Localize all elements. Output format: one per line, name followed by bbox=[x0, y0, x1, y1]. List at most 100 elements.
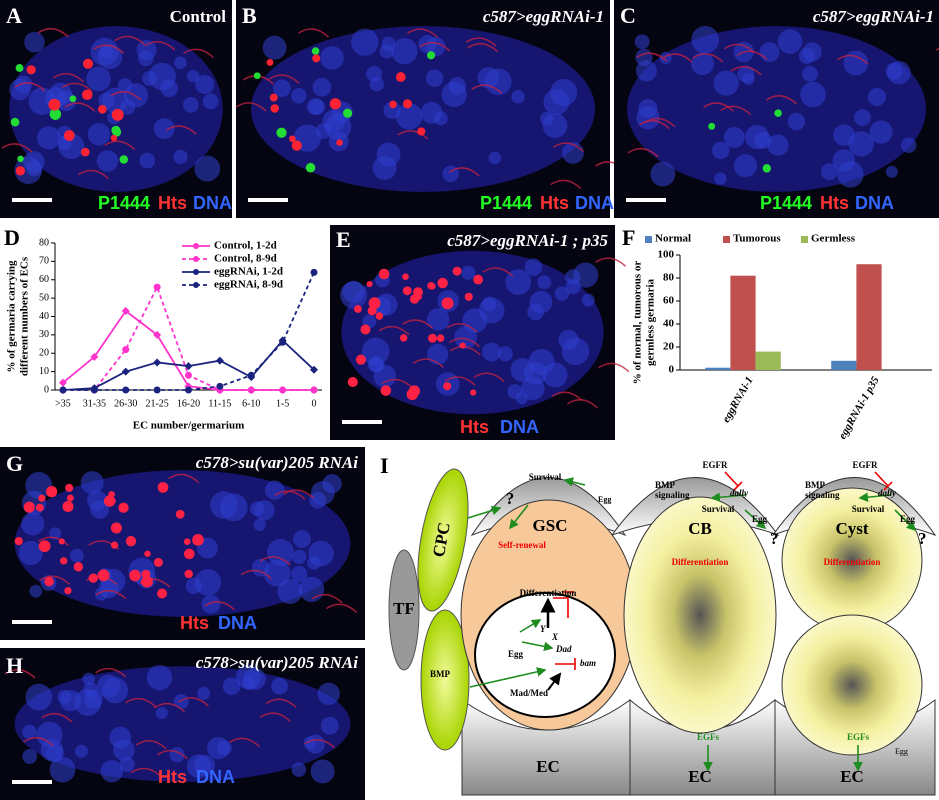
genotype: Control bbox=[170, 7, 227, 26]
legend-swatch bbox=[645, 236, 652, 243]
stain: P1444 bbox=[760, 193, 812, 213]
nucleus bbox=[24, 31, 45, 53]
nucleus bbox=[317, 682, 340, 705]
label: bam bbox=[580, 658, 596, 668]
nucleus bbox=[368, 356, 385, 373]
spot bbox=[157, 482, 169, 493]
legend-label: eggRNAi, 1-2d bbox=[214, 266, 283, 278]
membrane bbox=[552, 142, 584, 152]
membrane bbox=[598, 362, 630, 373]
legend-label: Control, 1-2d bbox=[214, 240, 277, 252]
spot bbox=[112, 127, 122, 137]
nucleus bbox=[426, 307, 450, 331]
spot bbox=[118, 502, 129, 513]
marker bbox=[184, 362, 193, 371]
membrane bbox=[482, 267, 514, 277]
nucleus bbox=[833, 124, 855, 146]
nucleus bbox=[375, 293, 398, 316]
arrows bbox=[467, 477, 917, 772]
nucleus bbox=[565, 279, 581, 295]
membrane bbox=[566, 399, 598, 409]
spot bbox=[49, 108, 62, 120]
spot bbox=[26, 65, 36, 75]
spot bbox=[270, 104, 279, 113]
label: dally bbox=[730, 488, 749, 498]
panel-letter: C bbox=[620, 3, 636, 28]
genotype: c587>eggRNAi-1 bbox=[483, 7, 604, 26]
stain: DNA bbox=[855, 193, 894, 213]
nucleus bbox=[869, 120, 893, 144]
membrane bbox=[326, 603, 358, 614]
spot bbox=[367, 306, 377, 316]
label: signaling bbox=[805, 490, 840, 500]
nucleus bbox=[87, 123, 111, 146]
spot bbox=[427, 281, 435, 290]
nucleus bbox=[650, 161, 676, 187]
nucleus bbox=[197, 686, 211, 700]
panel-texts: A Control P1444 Hts DNA B c587>eggRNAi-1… bbox=[4, 3, 934, 787]
x-tick-label: eggRNAi-1 bbox=[720, 375, 756, 425]
genotype: c578>su(var)205 RNAi bbox=[196, 453, 358, 472]
y-tick-label: 80 bbox=[663, 272, 675, 284]
nucleus bbox=[474, 592, 616, 718]
spot bbox=[291, 140, 302, 151]
membrane bbox=[730, 66, 762, 76]
nucleus bbox=[759, 42, 780, 63]
spot bbox=[141, 569, 151, 579]
legend-label: Tumorous bbox=[733, 233, 781, 245]
scale-bar bbox=[12, 198, 52, 202]
marker bbox=[90, 386, 98, 394]
y-tick-label: 40 bbox=[39, 311, 49, 322]
y-label: % of normal, tumorous or bbox=[632, 261, 644, 385]
nucleus bbox=[22, 724, 37, 740]
membrane bbox=[39, 575, 71, 585]
membrane bbox=[448, 337, 480, 348]
legend-marker bbox=[193, 243, 199, 249]
spot bbox=[73, 562, 84, 572]
panel-letter: E bbox=[336, 227, 351, 252]
spot bbox=[63, 130, 75, 141]
legend-swatch bbox=[723, 236, 730, 243]
legend-label: Germless bbox=[811, 233, 856, 245]
membrane bbox=[41, 712, 73, 723]
membrane bbox=[627, 147, 659, 158]
spot bbox=[276, 127, 287, 138]
nucleus bbox=[87, 490, 108, 511]
nucleus bbox=[273, 79, 291, 98]
nucleus bbox=[291, 565, 308, 583]
membrane bbox=[692, 53, 724, 63]
nucleus bbox=[291, 762, 307, 777]
stain: DNA bbox=[500, 417, 539, 437]
membrane bbox=[381, 378, 413, 389]
spot bbox=[110, 541, 119, 549]
nucleus bbox=[291, 87, 307, 104]
membrane bbox=[168, 473, 200, 484]
label: BMP bbox=[805, 480, 825, 490]
label: EC bbox=[840, 767, 864, 786]
marker bbox=[153, 330, 162, 339]
y-tick-label: 80 bbox=[39, 237, 49, 248]
nucleus bbox=[843, 50, 869, 76]
spot bbox=[58, 538, 65, 545]
label: Survival bbox=[702, 504, 735, 514]
membrane bbox=[407, 28, 439, 38]
nucleus bbox=[139, 152, 156, 169]
spot bbox=[464, 292, 473, 301]
marker bbox=[153, 283, 161, 291]
nucleus bbox=[887, 60, 911, 85]
membrane bbox=[154, 702, 186, 713]
label: TF bbox=[393, 599, 415, 618]
spot bbox=[347, 376, 358, 388]
nucleus bbox=[74, 688, 102, 716]
membrane bbox=[77, 169, 109, 180]
nucleus bbox=[723, 126, 745, 148]
nucleus bbox=[351, 28, 379, 56]
y-tick-label: 30 bbox=[39, 329, 49, 340]
spot bbox=[125, 536, 137, 547]
y-label: germless germaria bbox=[645, 278, 657, 366]
spot bbox=[305, 162, 316, 173]
nucleus bbox=[148, 62, 176, 91]
nucleus bbox=[561, 337, 590, 366]
model-diagram: I TF CPC BMP Survival Egg ? GSC Self-ren… bbox=[380, 453, 937, 796]
nucleus bbox=[40, 738, 64, 762]
